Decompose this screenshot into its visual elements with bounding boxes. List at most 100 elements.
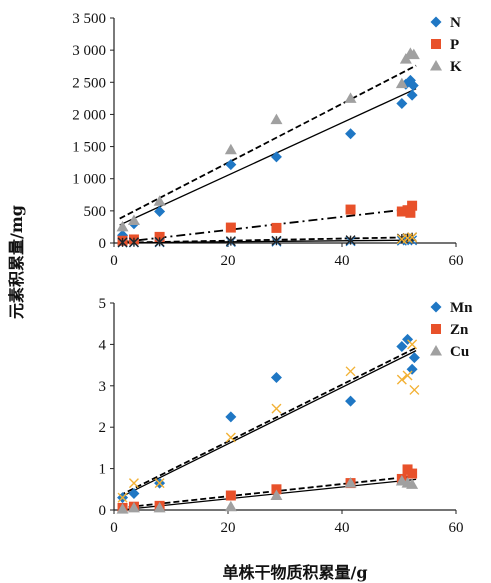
data-point: [154, 206, 166, 217]
y-tick-label: 1 000: [72, 172, 106, 188]
fit-line-zn: [119, 475, 417, 509]
legend-label: Cu: [450, 344, 469, 360]
y-tick-label: 0: [99, 503, 107, 519]
x-tick-label: 0: [110, 520, 118, 536]
data-point: [270, 151, 282, 163]
series-unlabeled: [396, 232, 418, 245]
series-unlabeled: [117, 339, 420, 503]
legend-marker: [430, 16, 442, 28]
y-tick-label: 1 500: [72, 140, 106, 156]
data-point: [154, 478, 165, 489]
y-tick-label: 3 000: [72, 43, 106, 59]
legend-marker: [430, 301, 442, 313]
fit-line: [119, 236, 417, 244]
legend-label: K: [450, 59, 462, 75]
legend-marker: [430, 345, 442, 356]
data-point: [345, 366, 356, 377]
data-point: [271, 403, 282, 414]
x-tick-label: 60: [449, 520, 464, 536]
series-zn: [117, 464, 418, 513]
data-point: [225, 159, 237, 171]
y-tick-label: 3: [99, 379, 107, 395]
data-point: [406, 89, 418, 101]
fit-line: [119, 350, 417, 499]
legend-marker: [430, 60, 442, 71]
x-axis-title: 单株干物质积累量/g: [222, 563, 367, 582]
data-point: [225, 432, 236, 443]
fit-line-p: [119, 207, 417, 244]
data-point: [270, 113, 283, 125]
series-mn: [117, 333, 420, 504]
series-n: [117, 74, 419, 241]
data-point: [405, 207, 416, 218]
data-point: [408, 352, 420, 364]
fit-line-k: [119, 64, 417, 220]
chart-panel-micronutrients: 0 1 2 3 4 5 20 40 60 Mn Zn Cu 0: [99, 296, 474, 536]
data-point: [409, 384, 420, 395]
data-point: [225, 490, 236, 501]
data-point: [117, 492, 128, 503]
y-tick-label: 2 000: [72, 107, 106, 123]
data-point: [396, 374, 407, 385]
y-tick-label: 3 500: [72, 11, 106, 27]
legend-label: P: [450, 37, 459, 53]
data-point: [345, 235, 356, 246]
series-k: [116, 47, 420, 232]
data-point: [399, 53, 412, 64]
data-point: [128, 478, 139, 489]
legend-marker: [431, 324, 441, 334]
data-point: [128, 487, 140, 499]
data-point: [271, 235, 282, 246]
y-tick-label: 500: [84, 204, 107, 220]
data-point: [407, 80, 419, 91]
y-axis-title: 元素积累量/mg: [7, 205, 26, 319]
data-point: [345, 128, 357, 140]
legend-label: Zn: [450, 322, 469, 338]
data-point: [345, 395, 357, 407]
series-cu: [116, 475, 419, 514]
data-point: [153, 501, 166, 513]
data-point: [225, 236, 236, 247]
y-tick-label: 4: [99, 337, 107, 353]
y-tick-label: 0: [99, 236, 107, 252]
data-point: [127, 501, 140, 513]
legend-marker: [431, 39, 441, 49]
data-point: [406, 478, 419, 489]
x-tick-label: 60: [449, 253, 464, 269]
y-tick-label: 2 500: [72, 75, 106, 91]
data-point: [345, 204, 356, 215]
fit-line-n: [119, 88, 417, 226]
x-tick-label: 0: [110, 253, 118, 269]
data-point: [128, 237, 139, 248]
x-tick-label: 40: [335, 520, 350, 536]
data-point: [224, 500, 237, 512]
data-point: [396, 206, 407, 217]
data-point: [116, 503, 129, 514]
data-point: [270, 489, 283, 501]
x-tick-label: 40: [335, 253, 350, 269]
data-point: [225, 222, 236, 233]
data-point: [402, 370, 413, 381]
data-point: [117, 237, 128, 248]
x-tick-label: 20: [221, 253, 236, 269]
data-point: [406, 363, 418, 375]
data-point: [407, 200, 418, 211]
data-point: [153, 195, 166, 206]
data-point: [271, 484, 282, 495]
data-point: [407, 468, 418, 479]
legend-label: N: [450, 15, 461, 31]
data-point: [344, 477, 357, 488]
data-point: [396, 340, 408, 352]
data-point: [271, 222, 282, 233]
data-point: [407, 339, 418, 350]
data-point: [116, 220, 129, 232]
y-tick-label: 5: [99, 296, 107, 312]
data-point: [396, 98, 408, 109]
data-point: [225, 411, 237, 423]
data-point: [154, 236, 165, 247]
fit-line-cu: [119, 478, 417, 511]
chart-panel-npk: 0 500 1 000 1 500 2 000 2 500 3 000 3 500 20 40 60…: [72, 11, 463, 269]
x-tick-label: 20: [221, 520, 236, 536]
legend-label: Mn: [450, 300, 473, 316]
